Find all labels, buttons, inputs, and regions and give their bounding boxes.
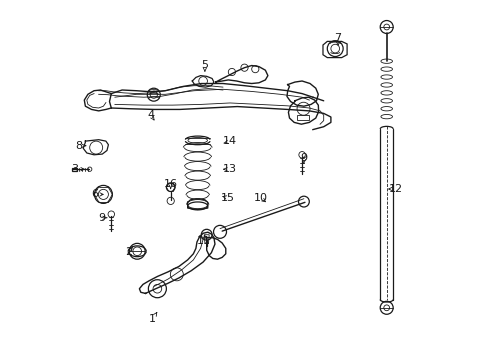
- Text: 2: 2: [125, 247, 132, 257]
- Text: 8: 8: [75, 141, 82, 151]
- Text: 7: 7: [334, 33, 341, 43]
- Text: 15: 15: [221, 193, 235, 203]
- Text: 4: 4: [147, 110, 154, 120]
- Text: 13: 13: [223, 164, 237, 174]
- Text: 12: 12: [388, 184, 402, 194]
- Text: 11: 11: [197, 236, 211, 246]
- Text: 1: 1: [149, 314, 156, 324]
- Text: 16: 16: [163, 179, 177, 189]
- Text: 6: 6: [91, 189, 99, 199]
- Text: 5: 5: [201, 60, 208, 70]
- Text: 3: 3: [71, 164, 78, 174]
- Text: 9: 9: [300, 153, 307, 163]
- Text: 9: 9: [99, 213, 105, 223]
- Text: 14: 14: [223, 136, 237, 146]
- Text: 10: 10: [253, 193, 267, 203]
